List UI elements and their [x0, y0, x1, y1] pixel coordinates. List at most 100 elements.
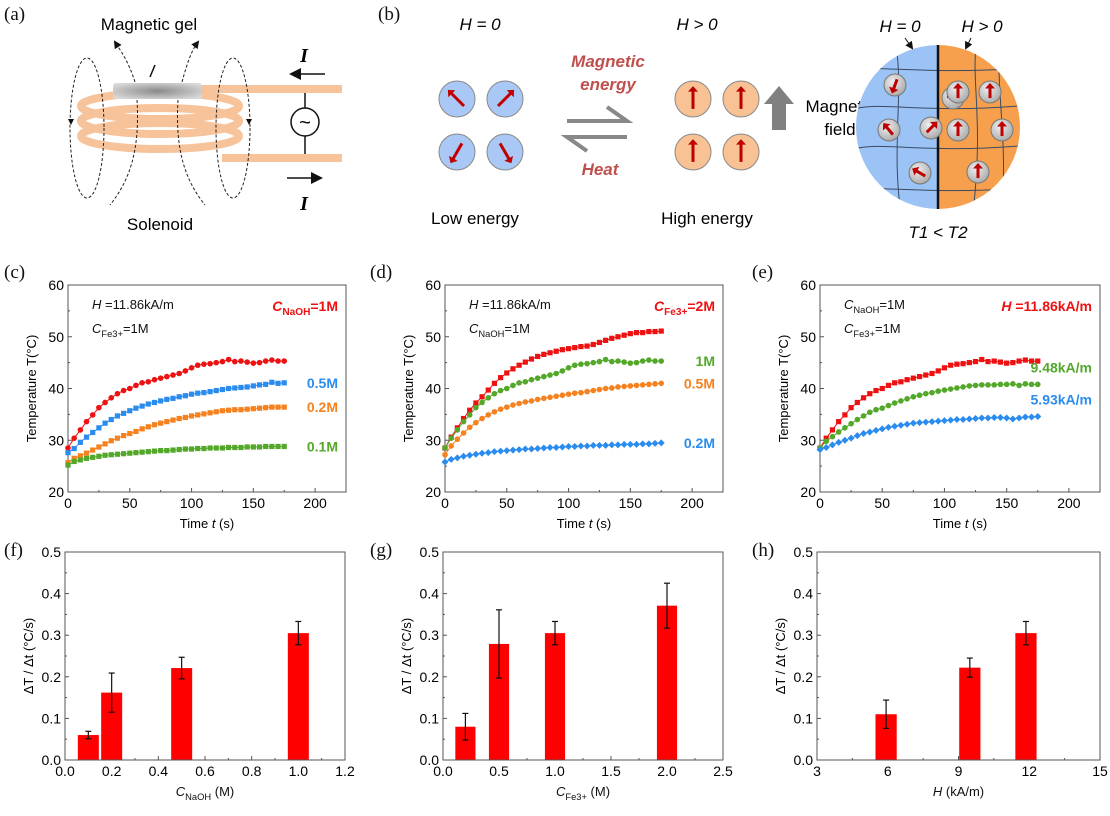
- data-point: [219, 386, 226, 393]
- annotation: CFe3+=1M: [92, 321, 149, 339]
- data-point: [627, 360, 634, 366]
- x-tick-label: 2.0: [657, 763, 677, 779]
- data-point: [1022, 357, 1028, 363]
- particle: [946, 80, 970, 104]
- data-point: [182, 414, 188, 421]
- data-point: [269, 379, 275, 385]
- data-point: [1016, 382, 1022, 389]
- data-point: [89, 412, 96, 418]
- chart-c: 0 50 100 150 200 20 30 40 50 60 Time t (s) Temperat…: [24, 277, 347, 531]
- y-tick-label: 30: [425, 432, 441, 448]
- data-point: [497, 387, 504, 394]
- label-rest: =1M: [879, 297, 905, 312]
- spin-arrowhead: [736, 86, 746, 92]
- data-point: [158, 448, 164, 454]
- spin-arrowhead: [504, 155, 514, 164]
- data-point: [639, 382, 646, 388]
- low-state-title: H = 0: [459, 15, 501, 34]
- x-tick-label: 0.6: [195, 763, 215, 779]
- y-tick-label: 50: [800, 329, 816, 345]
- y-tick-label: 0.3: [42, 627, 62, 643]
- data-point: [978, 382, 985, 388]
- data-point: [102, 452, 108, 458]
- data-point: [170, 447, 176, 453]
- data-point: [985, 358, 991, 365]
- bar-group: [1015, 620, 1037, 760]
- particle: [877, 118, 901, 142]
- data-point: [640, 330, 646, 336]
- data-point: [603, 337, 609, 343]
- data-point: [652, 358, 658, 364]
- particle: [438, 80, 476, 118]
- data-point: [841, 436, 849, 444]
- data-point: [904, 396, 910, 402]
- data-point: [238, 358, 244, 364]
- data-point: [990, 413, 998, 421]
- data-point: [848, 405, 854, 411]
- data-point: [578, 361, 584, 367]
- data-point: [578, 343, 584, 350]
- y-tick-label: 30: [48, 432, 64, 448]
- data-point: [275, 443, 281, 450]
- forward-label-1: Magnetic: [571, 52, 645, 71]
- data-point: [442, 445, 448, 451]
- plot-frame: [819, 284, 1101, 493]
- label-part: (s): [592, 516, 611, 531]
- data-point: [595, 441, 603, 449]
- bar: [656, 605, 678, 760]
- data-point: [497, 447, 505, 455]
- data-point: [71, 445, 77, 452]
- x-tick-label: 1.0: [545, 763, 565, 779]
- x-tick-label: 0: [816, 495, 824, 511]
- data-point: [540, 444, 548, 452]
- y-tick-label: 0.5: [794, 544, 814, 560]
- data-point: [854, 399, 860, 406]
- bar: [488, 643, 510, 760]
- data-point: [83, 418, 90, 425]
- data-point: [916, 392, 923, 399]
- bar-group: [959, 657, 981, 760]
- data-point: [991, 358, 997, 364]
- label-subscript: Fe3+: [853, 329, 875, 339]
- data-point: [460, 415, 467, 422]
- bar: [875, 714, 897, 760]
- bar-group: [101, 672, 123, 760]
- label-subscript: NaOH: [853, 305, 879, 315]
- gel-particles: [877, 73, 1014, 185]
- plot-frame: [816, 551, 1101, 761]
- data-point: [281, 443, 287, 450]
- bar: [101, 692, 123, 760]
- data-point: [102, 399, 108, 406]
- data-point: [527, 445, 535, 453]
- spin-arrowhead: [912, 166, 920, 176]
- data-point: [620, 440, 628, 448]
- data-point: [651, 439, 659, 447]
- data-point: [269, 443, 275, 450]
- data-point: [553, 370, 559, 377]
- data-point: [102, 441, 108, 447]
- y-tick-label: 0.0: [420, 752, 440, 768]
- particle: [978, 80, 1002, 104]
- annotation: CFe3+=1M: [844, 321, 901, 339]
- spin-arrowhead: [953, 82, 963, 89]
- data-point: [909, 419, 917, 427]
- data-point: [250, 406, 256, 412]
- series-9.48kAm: [817, 381, 1041, 451]
- chart-g: 0.0 0.5 1.0 1.5 2.0 2.5 0.0 0.1 0.2 0.3 0.4 0.5 CFe3…: [399, 544, 733, 802]
- data-point: [90, 429, 96, 436]
- data-point: [608, 441, 616, 449]
- data-point: [972, 415, 980, 423]
- bar-group: [455, 712, 476, 760]
- high-energy-caption: High energy: [661, 209, 753, 228]
- data-point: [281, 404, 287, 410]
- label-subscript: NaOH: [185, 792, 211, 802]
- series-label: 1M: [696, 353, 715, 369]
- series-0.1M: [65, 443, 287, 468]
- annotation: CNaOH=1M: [844, 297, 905, 315]
- data-point: [158, 420, 164, 426]
- data-point: [528, 356, 535, 362]
- panel-label-c: (c): [4, 262, 26, 283]
- data-point: [108, 438, 114, 444]
- data-point: [923, 372, 929, 378]
- data-point: [263, 381, 269, 387]
